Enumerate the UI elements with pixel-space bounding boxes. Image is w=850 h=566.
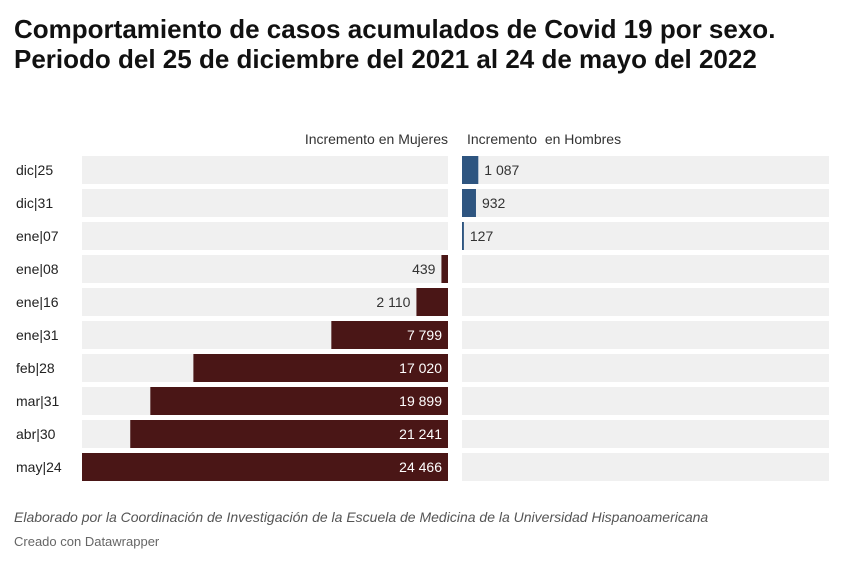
category-label: ene|31	[16, 327, 59, 343]
track-hombres	[462, 156, 829, 184]
category-label: ene|08	[16, 261, 59, 277]
bar-mujeres	[416, 288, 448, 316]
track-hombres	[462, 420, 829, 448]
track-hombres	[462, 387, 829, 415]
category-label: mar|31	[16, 393, 60, 409]
track-hombres	[462, 189, 829, 217]
chart-notes: Elaborado por la Coordinación de Investi…	[14, 509, 709, 525]
value-label-hombres: 932	[482, 195, 506, 211]
track-hombres	[462, 453, 829, 481]
value-label-mujeres: 24 466	[399, 459, 442, 475]
value-label-hombres: 1 087	[484, 162, 519, 178]
chart-title: Comportamiento de casos acumulados de Co…	[14, 14, 776, 74]
track-hombres	[462, 321, 829, 349]
chart-credit: Creado con Datawrapper	[14, 534, 160, 549]
header-hombres: Incremento en Hombres	[467, 131, 622, 147]
bar-hombres	[462, 189, 476, 217]
track-hombres	[462, 354, 829, 382]
track-mujeres	[82, 156, 448, 184]
track-hombres	[462, 255, 829, 283]
category-label: ene|07	[16, 228, 59, 244]
bar-mujeres	[82, 453, 448, 481]
bar-hombres	[462, 222, 464, 250]
bar-mujeres	[441, 255, 448, 283]
bar-mujeres	[130, 420, 448, 448]
value-label-hombres: 127	[470, 228, 494, 244]
bar-mujeres	[331, 321, 448, 349]
track-hombres	[462, 288, 829, 316]
category-label: dic|31	[16, 195, 53, 211]
category-label: ene|16	[16, 294, 59, 310]
header-mujeres: Incremento en Mujeres	[304, 131, 448, 147]
category-label: abr|30	[16, 426, 56, 442]
track-hombres	[462, 222, 829, 250]
category-label: dic|25	[16, 162, 53, 178]
value-label-mujeres: 2 110	[376, 294, 410, 310]
track-mujeres	[82, 189, 448, 217]
value-label-mujeres: 439	[412, 261, 436, 277]
bar-mujeres	[193, 354, 448, 382]
value-label-mujeres: 7 799	[407, 327, 442, 343]
value-label-mujeres: 17 020	[399, 360, 442, 376]
track-mujeres	[82, 222, 448, 250]
bar-hombres	[462, 156, 479, 184]
category-label: may|24	[16, 459, 62, 475]
track-mujeres	[82, 255, 448, 283]
value-label-mujeres: 19 899	[399, 393, 442, 409]
value-label-mujeres: 21 241	[399, 426, 442, 442]
track-mujeres	[82, 288, 448, 316]
bar-mujeres	[150, 387, 449, 415]
category-label: feb|28	[16, 360, 55, 376]
